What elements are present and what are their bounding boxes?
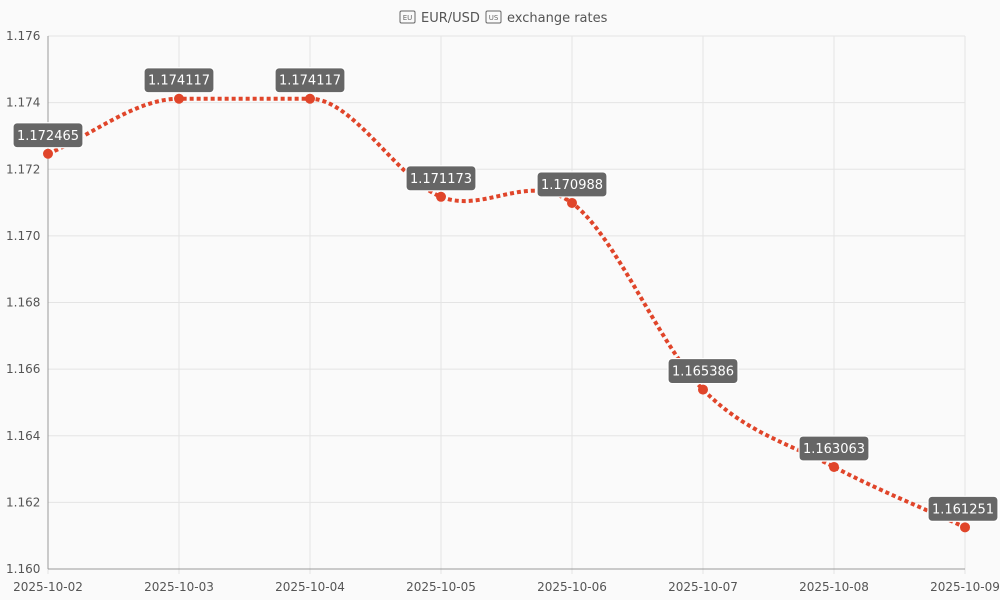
x-tick-label: 2025-10-05 bbox=[406, 580, 476, 594]
data-label-box bbox=[667, 357, 739, 385]
chart-title-group: EU EUR/USD US exchange rates bbox=[399, 10, 608, 26]
svg-text:EU: EU bbox=[403, 14, 413, 22]
x-tick-label: 2025-10-03 bbox=[144, 580, 214, 594]
chart-title-middle: EUR/USD bbox=[421, 11, 480, 26]
data-point[interactable] bbox=[698, 384, 708, 395]
data-label-box bbox=[274, 67, 346, 94]
gridlines bbox=[47, 35, 966, 574]
y-tick-label: 1.166 bbox=[6, 362, 40, 376]
svg-text:US: US bbox=[489, 14, 499, 22]
y-tick-label: 1.174 bbox=[6, 96, 40, 110]
data-label: 1.165386 bbox=[672, 365, 734, 380]
data-label-box bbox=[143, 67, 215, 94]
x-tick-label: 2025-10-04 bbox=[275, 580, 345, 594]
data-point[interactable] bbox=[43, 148, 53, 159]
x-tick-label: 2025-10-06 bbox=[537, 580, 607, 594]
data-labels: 1.172465 1.174117 1.174117 1.171173 1.170988… bbox=[12, 67, 999, 522]
data-label: 1.174117 bbox=[148, 74, 210, 89]
chart-title-rest: exchange rates bbox=[507, 11, 608, 26]
y-tick-label: 1.172 bbox=[6, 162, 40, 176]
data-label: 1.170988 bbox=[541, 178, 603, 193]
x-tick-label: 2025-10-02 bbox=[13, 580, 83, 594]
y-tick-label: 1.164 bbox=[6, 429, 40, 443]
x-tick-label: 2025-10-09 bbox=[930, 580, 1000, 594]
axes: 1.160 1.162 1.164 1.166 1.168 1.170 1.172 1.174… bbox=[6, 29, 1000, 594]
data-label: 1.174117 bbox=[279, 74, 341, 89]
y-tick-label: 1.168 bbox=[6, 296, 40, 310]
data-label: 1.163063 bbox=[803, 442, 865, 457]
data-label-box bbox=[12, 122, 84, 149]
y-tick-label: 1.160 bbox=[6, 562, 40, 576]
x-tick-label: 2025-10-08 bbox=[799, 580, 869, 594]
data-point[interactable] bbox=[305, 93, 315, 104]
data-label: 1.171173 bbox=[410, 172, 472, 187]
eu-flag-icon: EU bbox=[399, 10, 416, 24]
data-point[interactable] bbox=[829, 461, 839, 472]
data-point[interactable] bbox=[567, 197, 577, 208]
data-label-box bbox=[927, 495, 999, 522]
data-label-box bbox=[405, 165, 477, 192]
data-label: 1.161251 bbox=[932, 502, 994, 517]
data-point[interactable] bbox=[436, 191, 446, 202]
data-label-box bbox=[536, 171, 608, 198]
x-tick-label: 2025-10-07 bbox=[668, 580, 738, 594]
data-label-box bbox=[798, 435, 870, 462]
series-line bbox=[47, 96, 966, 530]
y-tick-label: 1.176 bbox=[6, 29, 40, 43]
y-tick-label: 1.170 bbox=[6, 229, 40, 243]
data-label: 1.172465 bbox=[17, 129, 79, 144]
data-point[interactable] bbox=[174, 93, 184, 104]
y-tick-label: 1.162 bbox=[6, 495, 40, 509]
us-flag-icon: US bbox=[485, 10, 502, 24]
data-point[interactable] bbox=[960, 522, 970, 533]
series-group bbox=[43, 93, 970, 533]
